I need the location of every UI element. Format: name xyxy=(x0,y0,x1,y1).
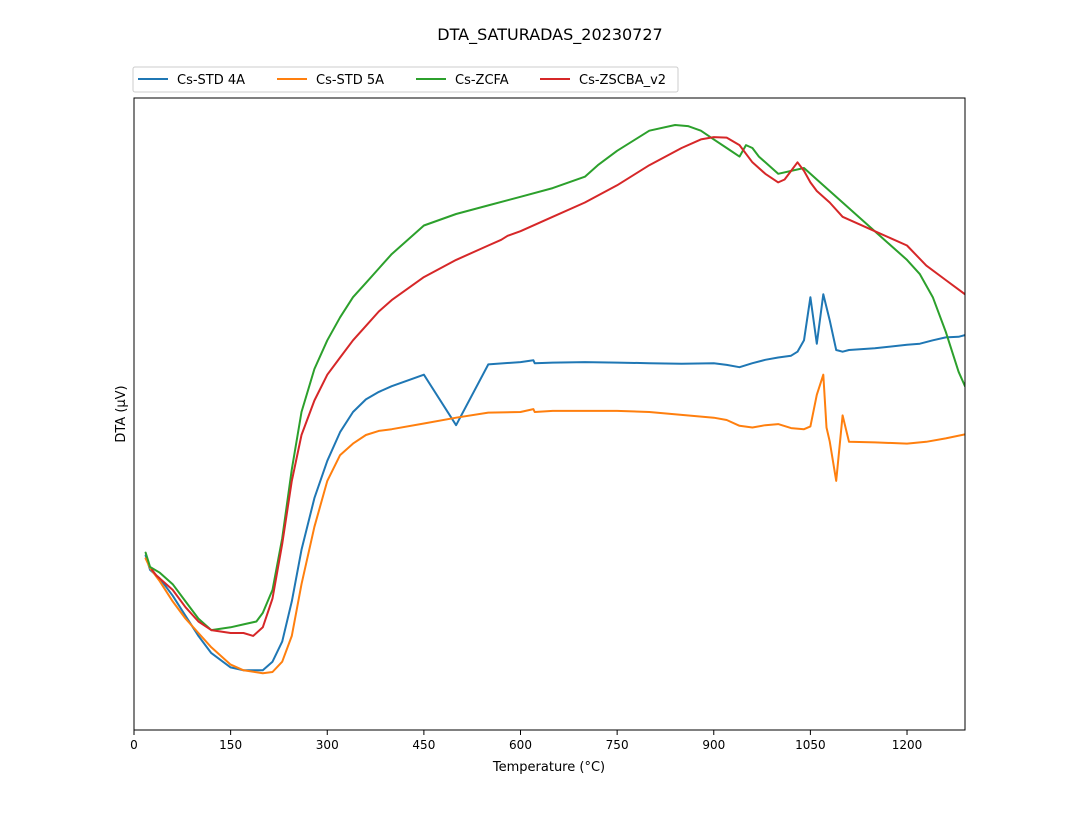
series-line-1 xyxy=(144,293,965,672)
x-tick-label: 300 xyxy=(316,738,339,752)
series-line-4 xyxy=(151,136,965,637)
x-tick-label: 1200 xyxy=(892,738,923,752)
plot-area: 0 150 300 450 600 750 900 1050 1200 xyxy=(130,97,966,752)
series-line-2 xyxy=(144,373,965,675)
x-tick-label: 1050 xyxy=(795,738,826,752)
y-axis-label: DTA (µV) xyxy=(114,385,129,442)
x-tick-label: 750 xyxy=(606,738,629,752)
series-line-3 xyxy=(144,124,965,632)
series-layer xyxy=(144,124,965,675)
legend-label-1: Cs-STD 4A xyxy=(177,73,245,88)
x-tick-label: 0 xyxy=(130,738,138,752)
legend-label-4: Cs-ZSCBA_v2 xyxy=(579,73,666,88)
x-axis: 0 150 300 450 600 750 900 1050 1200 xyxy=(130,730,922,752)
x-tick-label: 600 xyxy=(509,738,532,752)
x-tick-label: 150 xyxy=(219,738,242,752)
legend: Cs-STD 4A Cs-STD 5A Cs-ZCFA Cs-ZSCBA_v2 xyxy=(132,66,679,93)
x-tick-label: 900 xyxy=(702,738,725,752)
legend-label-3: Cs-ZCFA xyxy=(455,73,509,88)
x-tick-label: 450 xyxy=(412,738,435,752)
legend-frame xyxy=(132,66,679,93)
x-axis-label: Temperature (°C) xyxy=(492,760,605,775)
plot-frame xyxy=(133,97,966,731)
legend-label-2: Cs-STD 5A xyxy=(316,73,384,88)
chart-title: DTA_SATURADAS_20230727 xyxy=(437,25,662,45)
